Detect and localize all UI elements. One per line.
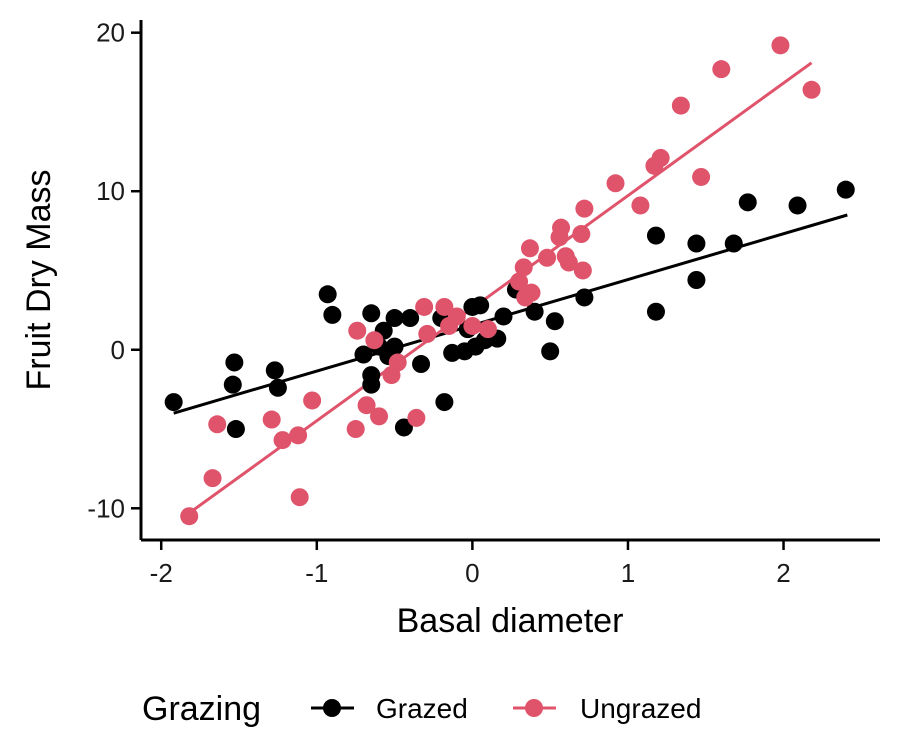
data-point [385,309,404,328]
x-axis-title: Basal diameter [397,602,624,640]
data-point [606,174,625,193]
data-point [346,420,365,439]
data-point [671,96,690,115]
data-point [323,305,342,324]
data-point [463,316,482,335]
data-point [575,199,594,218]
x-tick-label: -1 [305,558,328,588]
y-tick-label: 10 [96,176,125,206]
legend-item-ungrazed: Ungrazed [513,693,701,724]
data-point [552,218,571,237]
data-point [687,234,706,253]
data-point [520,239,539,258]
data-point [738,193,757,212]
x-ticks: -2 -1 0 1 2 [150,540,791,588]
data-point [223,375,242,394]
y-tick-label: 0 [111,335,125,365]
legend-item-grazed: Grazed [311,693,468,724]
data-point [771,36,790,55]
data-point [651,148,670,167]
legend-key-point [323,699,341,717]
data-point [412,355,431,374]
data-point [646,302,665,321]
data-point [370,407,389,426]
data-point [203,469,222,488]
data-point [394,418,413,437]
data-point [447,307,466,326]
legend-label: Ungrazed [580,693,701,724]
data-point [289,426,308,445]
legend-items: Grazed Ungrazed [311,693,701,724]
data-point [724,234,743,253]
data-point [692,167,711,186]
data-point [273,431,292,450]
data-point [802,80,821,99]
y-tick-label: -10 [87,493,125,523]
y-ticks: -10 0 10 20 [87,18,141,523]
x-tick-label: 2 [776,558,790,588]
data-point [357,396,376,415]
data-point [514,258,533,277]
data-point [646,226,665,245]
data-point [478,320,497,339]
data-point [545,312,564,331]
data-points [164,36,855,526]
data-point [226,420,245,439]
data-point [318,285,337,304]
x-tick-label: -2 [150,558,173,588]
data-point [522,283,541,302]
data-point [573,261,592,280]
y-axis-title: Fruit Dry Mass [20,170,58,391]
data-point [354,345,373,364]
data-point [362,375,381,394]
legend-label: Grazed [376,693,468,724]
data-point [494,307,513,326]
data-point [365,331,384,350]
data-point [471,296,490,315]
data-point [418,324,437,343]
data-point [538,248,557,267]
data-point [164,393,183,412]
data-point [631,196,650,215]
data-point [559,253,578,272]
x-tick-label: 0 [465,558,479,588]
data-point [180,507,199,526]
data-point [687,271,706,289]
data-point [407,408,426,427]
data-point [712,60,731,79]
data-point [415,297,434,316]
data-point [265,361,284,380]
data-point [385,337,404,356]
data-point [262,410,281,429]
data-point [836,180,855,199]
data-point [541,342,560,361]
data-point [362,304,381,323]
legend-key-point [525,699,543,717]
axes [139,20,880,542]
data-point [572,225,591,244]
data-point [225,353,244,372]
data-point [303,391,322,410]
series-grazed [164,180,855,439]
legend-title: Grazing [142,690,261,728]
legend: Grazing Grazed Ungrazed [142,690,701,728]
data-point [575,288,594,307]
data-point [348,321,367,340]
data-point [510,272,529,291]
data-point [388,353,407,372]
data-point [525,302,544,321]
data-point [435,297,454,316]
data-point [290,488,309,507]
data-point [208,415,227,434]
data-point [435,393,454,412]
data-point [788,196,807,215]
x-tick-label: 1 [621,558,635,588]
series-ungrazed [180,36,821,526]
data-point [268,378,287,397]
y-tick-label: 20 [96,18,125,48]
data-point [401,309,420,328]
